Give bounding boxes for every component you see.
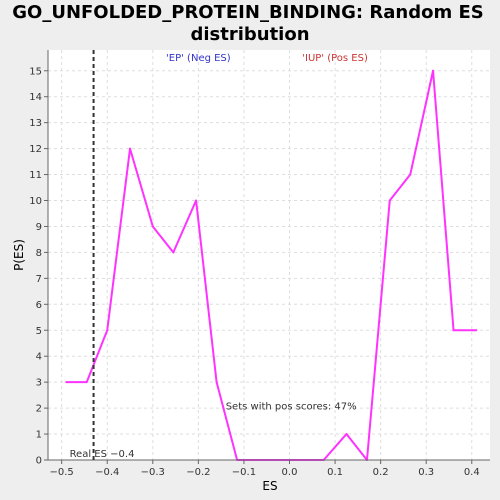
x-tick-label: 0.3 xyxy=(418,467,434,478)
neg-es-label: 'EP' (Neg ES) xyxy=(166,53,231,64)
chart-title-line2: distribution xyxy=(190,24,309,45)
data-point xyxy=(151,225,154,228)
y-tick-label: 0 xyxy=(36,456,42,467)
data-point xyxy=(172,251,175,254)
x-tick-label: −0.3 xyxy=(141,467,165,478)
data-point xyxy=(129,147,132,150)
x-tick-label: −0.5 xyxy=(50,467,74,478)
y-tick-label: 6 xyxy=(36,300,42,311)
y-tick-label: 1 xyxy=(36,430,42,441)
data-point xyxy=(475,329,478,332)
data-point xyxy=(388,199,391,202)
data-point xyxy=(409,173,412,176)
data-point xyxy=(195,199,198,202)
data-point xyxy=(452,329,455,332)
y-tick-label: 2 xyxy=(36,404,42,415)
data-point xyxy=(85,381,88,384)
x-tick-label: 0.0 xyxy=(282,467,298,478)
data-point xyxy=(65,381,68,384)
x-tick-label: −0.4 xyxy=(95,467,119,478)
pos-es-label: 'IUP' (Pos ES) xyxy=(302,53,368,64)
y-tick-label: 4 xyxy=(36,352,42,363)
data-point xyxy=(215,381,218,384)
x-tick-label: 0.4 xyxy=(464,467,480,478)
x-axis-label: ES xyxy=(262,479,277,493)
y-tick-label: 8 xyxy=(36,248,42,259)
y-tick-label: 10 xyxy=(29,196,42,207)
data-point xyxy=(432,69,435,72)
x-tick-label: 0.2 xyxy=(373,467,389,478)
y-tick-label: 13 xyxy=(29,118,42,129)
y-tick-label: 15 xyxy=(29,66,42,77)
y-tick-label: 5 xyxy=(36,326,42,337)
x-tick-label: 0.1 xyxy=(327,467,343,478)
pos-scores-annotation: Sets with pos scores: 47% xyxy=(226,401,357,412)
plot-area xyxy=(48,50,490,460)
y-tick-label: 12 xyxy=(29,144,42,155)
y-tick-label: 11 xyxy=(29,170,42,181)
y-axis-label: P(ES) xyxy=(12,239,26,271)
y-tick-label: 14 xyxy=(29,92,42,103)
chart-title-line1: GO_UNFOLDED_PROTEIN_BINDING: Random ES xyxy=(12,2,483,23)
y-tick-label: 7 xyxy=(36,274,42,285)
y-tick-label: 3 xyxy=(36,378,42,389)
y-tick-label: 9 xyxy=(36,222,42,233)
x-tick-label: −0.2 xyxy=(186,467,210,478)
axes: −0.5 −0.4 −0.3 −0.2 −0.1 0.0 0.1 0.2 0.3 0.401234… xyxy=(29,50,490,478)
x-tick-label: −0.1 xyxy=(232,467,256,478)
real-es-label: Real ES −0.4 xyxy=(70,449,135,460)
data-point xyxy=(345,433,348,436)
data-point xyxy=(106,329,109,332)
